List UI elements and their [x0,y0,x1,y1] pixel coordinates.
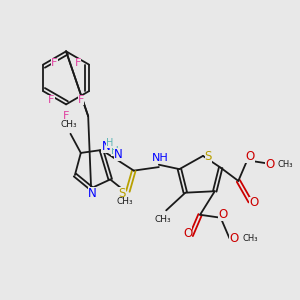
Text: F: F [63,111,69,121]
Text: CH₃: CH₃ [61,120,77,129]
Text: O: O [249,196,258,209]
Text: NH: NH [152,153,169,163]
Text: O: O [245,150,255,163]
Text: O: O [265,158,274,171]
Text: O: O [229,232,239,245]
Text: N: N [88,187,97,200]
Text: S: S [205,150,212,163]
Text: F: F [78,95,84,105]
Text: N: N [101,140,110,153]
Text: H: H [111,146,119,156]
Text: F: F [51,58,58,68]
Text: CH₃: CH₃ [155,215,172,224]
Text: CH₃: CH₃ [242,234,258,243]
Text: H: H [106,138,113,148]
Text: F: F [75,58,81,68]
Text: S: S [118,187,126,200]
Text: N: N [114,148,123,161]
Text: F: F [48,95,55,105]
Text: CH₃: CH₃ [117,196,133,206]
Text: O: O [218,208,228,221]
Text: CH₃: CH₃ [278,160,293,169]
Text: O: O [183,227,192,240]
